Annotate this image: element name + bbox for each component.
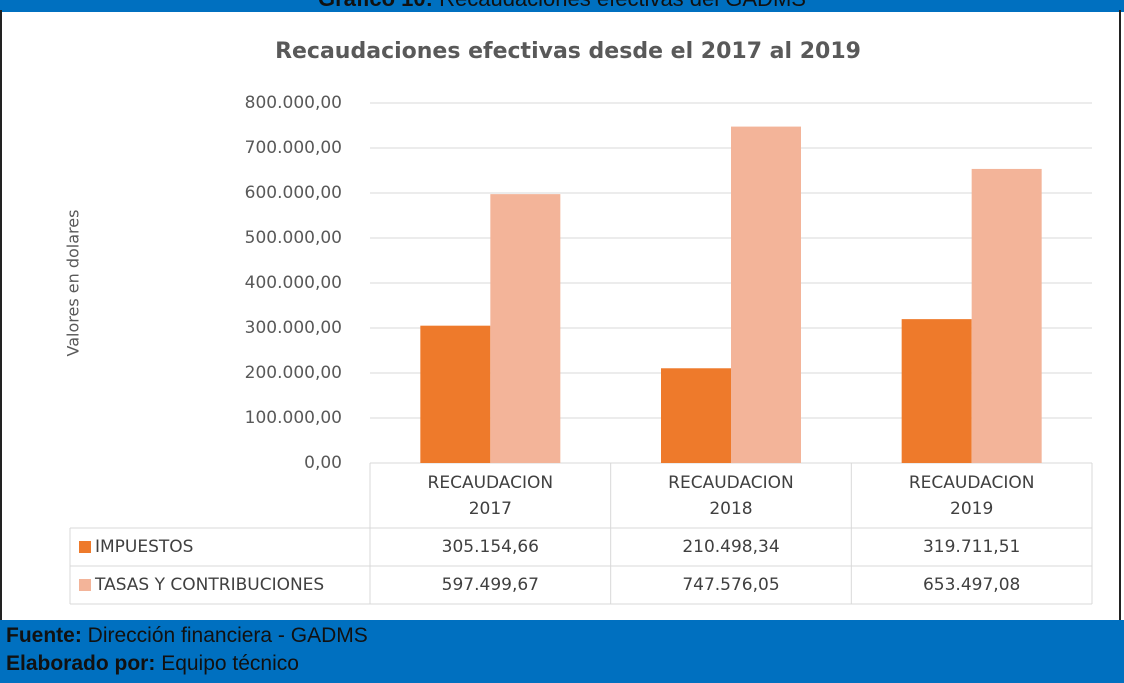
author-text: Equipo técnico: [161, 652, 299, 675]
bar: [490, 194, 561, 463]
author-label: Elaborado por:: [6, 652, 156, 675]
y-tick-label: 100.000,00: [245, 408, 342, 428]
y-tick-label: 200.000,00: [245, 363, 342, 383]
source-label: Fuente:: [6, 624, 82, 647]
y-tick-label: 300.000,00: [245, 318, 342, 338]
legend-label: TASAS Y CONTRIBUCIONES: [95, 575, 325, 595]
y-tick-label: 400.000,00: [245, 273, 342, 293]
bar: [971, 168, 1042, 463]
bar: [661, 368, 731, 463]
frame: [0, 10, 1121, 620]
legend-swatch: [79, 579, 91, 591]
chart: Recaudaciones efectivas desde el 2017 al…: [64, 39, 1093, 605]
legend-label: IMPUESTOS: [95, 537, 194, 557]
header-label: Gráfico 10:: [318, 0, 433, 11]
data-label: 597.499,67: [441, 575, 539, 595]
chart-title: Recaudaciones efectivas desde el 2017 al…: [275, 39, 861, 64]
bar: [901, 319, 972, 463]
data-label: 319.711,51: [922, 537, 1021, 557]
source: Fuente: Dirección financiera - GADMS: [6, 624, 368, 648]
bar: [731, 126, 801, 464]
y-tick-label: 700.000,00: [245, 138, 342, 158]
x-tick-label: RECAUDACION 2019: [908, 472, 1035, 519]
source-text: Dirección financiera - GADMS: [87, 624, 368, 647]
bar: [420, 325, 491, 463]
author: Elaborado por: Equipo técnico: [6, 652, 299, 676]
x-tick-label: RECAUDACION 2018: [668, 472, 794, 519]
y-tick-label: 0,00: [304, 453, 342, 473]
data-label: 653.497,08: [922, 575, 1021, 595]
data-label: 747.576,05: [682, 575, 780, 595]
header: Gráfico 10: Recaudaciones efectivas del …: [0, 0, 1124, 12]
data-label: 210.498,34: [682, 537, 780, 557]
footer-band: Fuente: Dirección financiera - GADMS Ela…: [0, 620, 1124, 683]
y-tick-label: 800.000,00: [245, 93, 342, 113]
y-axis-label: Valores en dolares: [64, 210, 83, 357]
y-tick-label: 600.000,00: [245, 183, 342, 203]
header-title: Recaudaciones efectivas del GADMS: [439, 0, 806, 11]
y-tick-label: 500.000,00: [245, 228, 342, 248]
x-tick-label: RECAUDACION 2017: [427, 472, 554, 519]
header-band: Gráfico 10: Recaudaciones efectivas del …: [0, 0, 1124, 12]
data-label: 305.154,66: [441, 537, 539, 557]
legend-swatch: [79, 541, 91, 553]
